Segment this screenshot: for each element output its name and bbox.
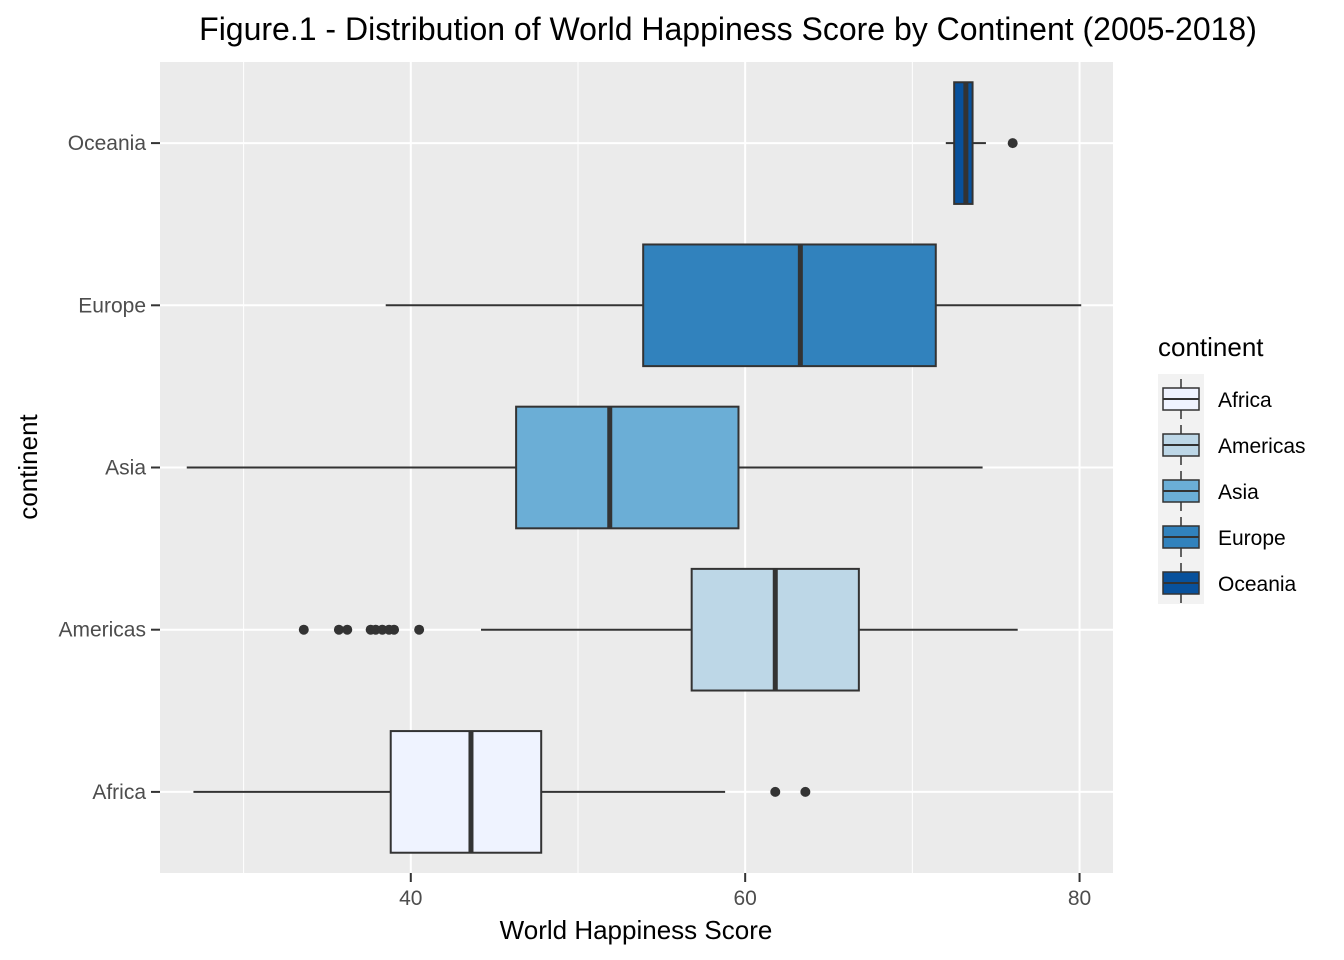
outlier-point-oceania — [1007, 138, 1018, 149]
outlier-point-americas — [414, 624, 425, 635]
legend-item-europe: Europe — [1162, 517, 1286, 557]
outlier-point-africa — [770, 786, 781, 797]
box-asia — [186, 405, 983, 530]
box-americas — [298, 567, 1018, 692]
legend-label-europe: Europe — [1218, 527, 1286, 550]
iqr-box-asia — [515, 405, 740, 530]
outlier-point-americas — [342, 624, 353, 635]
iqr-box-europe — [642, 243, 937, 368]
y-tick-label-oceania: Oceania — [68, 132, 147, 155]
y-tick-label-africa: Africa — [92, 781, 146, 804]
outlier-point-americas — [298, 624, 309, 635]
iqr-box-africa — [389, 730, 543, 854]
legend: continent Africa Americas Asia Europe Oceani… — [1158, 332, 1306, 604]
y-tick-label-americas: Americas — [58, 619, 146, 642]
outlier-point-americas — [389, 624, 400, 635]
y-tick-label-europe: Europe — [78, 294, 146, 317]
outlier-point-americas — [333, 624, 344, 635]
legend-label-africa: Africa — [1218, 389, 1272, 412]
legend-label-oceania: Oceania — [1218, 573, 1297, 596]
box-layer — [186, 81, 1082, 854]
y-axis: Africa Americas Asia Europe Oceania — [58, 132, 160, 804]
iqr-box-oceania — [953, 81, 974, 205]
x-axis: 40 60 80 — [399, 873, 1091, 910]
x-tick-label-60: 60 — [733, 887, 756, 910]
x-tick-label-40: 40 — [399, 887, 422, 910]
legend-title: continent — [1158, 332, 1264, 362]
legend-item-americas: Americas — [1162, 425, 1306, 465]
box-europe — [385, 243, 1082, 368]
y-axis-title: continent — [13, 413, 43, 519]
legend-item-oceania: Oceania — [1162, 563, 1297, 603]
legend-label-asia: Asia — [1218, 481, 1259, 504]
box-africa — [193, 730, 811, 854]
legend-label-americas: Americas — [1218, 435, 1306, 458]
x-axis-title: World Happiness Score — [500, 915, 773, 945]
box-oceania — [945, 81, 1018, 205]
chart-title: Figure.1 - Distribution of World Happine… — [199, 11, 1257, 47]
y-tick-label-asia: Asia — [105, 457, 146, 480]
x-tick-label-80: 80 — [1068, 887, 1091, 910]
outlier-point-africa — [800, 786, 811, 797]
legend-item-africa: Africa — [1162, 379, 1272, 419]
legend-item-asia: Asia — [1162, 471, 1259, 511]
